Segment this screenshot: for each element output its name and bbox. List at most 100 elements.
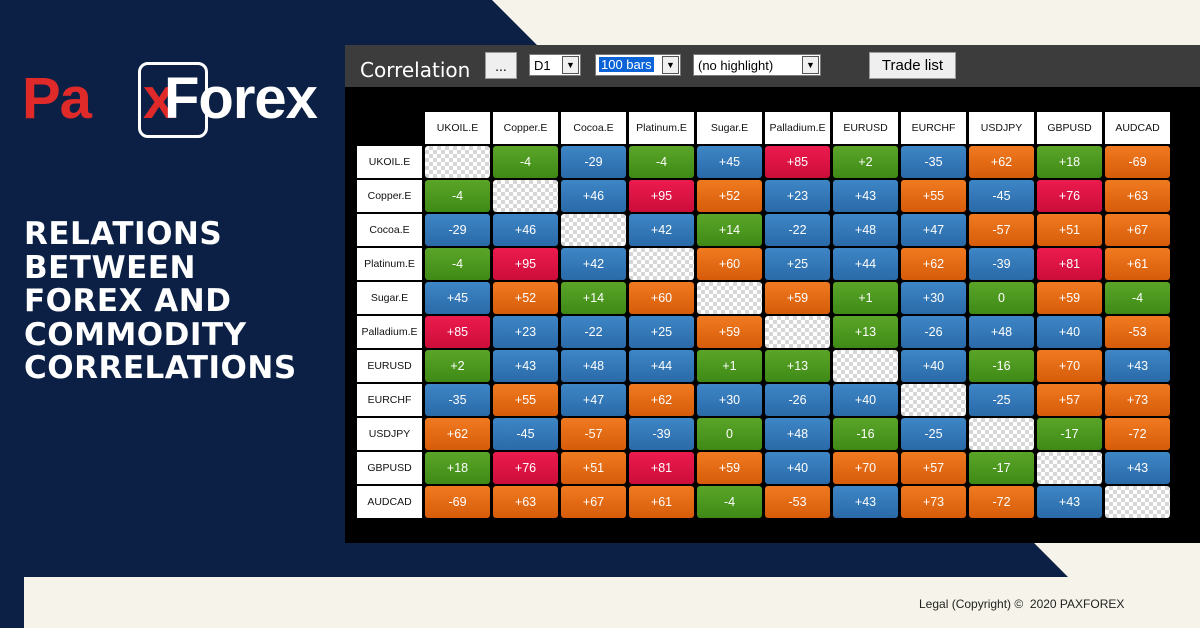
correlation-cell[interactable]: +76 <box>493 452 558 484</box>
diagonal-cell[interactable] <box>561 214 626 246</box>
correlation-cell[interactable]: +42 <box>629 214 694 246</box>
correlation-cell[interactable]: -53 <box>765 486 830 518</box>
correlation-cell[interactable]: -45 <box>969 180 1034 212</box>
correlation-cell[interactable]: +40 <box>1037 316 1102 348</box>
correlation-cell[interactable]: +51 <box>1037 214 1102 246</box>
correlation-cell[interactable]: +70 <box>833 452 898 484</box>
correlation-cell[interactable]: -26 <box>765 384 830 416</box>
correlation-cell[interactable]: +95 <box>629 180 694 212</box>
diagonal-cell[interactable] <box>425 146 490 178</box>
correlation-cell[interactable]: +14 <box>697 214 762 246</box>
column-header[interactable]: Sugar.E <box>697 112 762 144</box>
correlation-cell[interactable]: -17 <box>1037 418 1102 450</box>
correlation-cell[interactable]: +63 <box>493 486 558 518</box>
row-header[interactable]: Copper.E <box>357 180 422 212</box>
row-header[interactable]: Platinum.E <box>357 248 422 280</box>
correlation-cell[interactable]: +55 <box>493 384 558 416</box>
correlation-cell[interactable]: +59 <box>697 316 762 348</box>
correlation-cell[interactable]: +43 <box>833 486 898 518</box>
row-header[interactable]: GBPUSD <box>357 452 422 484</box>
correlation-cell[interactable]: +59 <box>765 282 830 314</box>
correlation-cell[interactable]: +52 <box>697 180 762 212</box>
correlation-cell[interactable]: +40 <box>901 350 966 382</box>
correlation-cell[interactable]: -72 <box>1105 418 1170 450</box>
correlation-cell[interactable]: -22 <box>765 214 830 246</box>
correlation-cell[interactable]: +70 <box>1037 350 1102 382</box>
correlation-cell[interactable]: +44 <box>833 248 898 280</box>
correlation-cell[interactable]: -4 <box>425 248 490 280</box>
correlation-cell[interactable]: +13 <box>765 350 830 382</box>
correlation-cell[interactable]: +67 <box>561 486 626 518</box>
correlation-cell[interactable]: +18 <box>1037 146 1102 178</box>
row-header[interactable]: USDJPY <box>357 418 422 450</box>
correlation-cell[interactable]: +73 <box>901 486 966 518</box>
diagonal-cell[interactable] <box>765 316 830 348</box>
column-header[interactable]: EURCHF <box>901 112 966 144</box>
correlation-cell[interactable]: +55 <box>901 180 966 212</box>
column-header[interactable]: EURUSD <box>833 112 898 144</box>
correlation-cell[interactable]: +14 <box>561 282 626 314</box>
correlation-cell[interactable]: +18 <box>425 452 490 484</box>
correlation-cell[interactable]: -39 <box>969 248 1034 280</box>
correlation-cell[interactable]: -45 <box>493 418 558 450</box>
correlation-cell[interactable]: -69 <box>425 486 490 518</box>
correlation-cell[interactable]: +59 <box>1037 282 1102 314</box>
row-header[interactable]: EURCHF <box>357 384 422 416</box>
diagonal-cell[interactable] <box>969 418 1034 450</box>
correlation-cell[interactable]: -17 <box>969 452 1034 484</box>
correlation-cell[interactable]: +30 <box>901 282 966 314</box>
correlation-cell[interactable]: -4 <box>425 180 490 212</box>
correlation-cell[interactable]: +43 <box>1105 452 1170 484</box>
column-header[interactable]: AUDCAD <box>1105 112 1170 144</box>
correlation-cell[interactable]: +85 <box>425 316 490 348</box>
diagonal-cell[interactable] <box>697 282 762 314</box>
correlation-cell[interactable]: +25 <box>765 248 830 280</box>
diagonal-cell[interactable] <box>493 180 558 212</box>
row-header[interactable]: Cocoa.E <box>357 214 422 246</box>
correlation-cell[interactable]: +42 <box>561 248 626 280</box>
correlation-cell[interactable]: -16 <box>833 418 898 450</box>
correlation-cell[interactable]: +13 <box>833 316 898 348</box>
correlation-cell[interactable]: +40 <box>765 452 830 484</box>
diagonal-cell[interactable] <box>833 350 898 382</box>
correlation-cell[interactable]: +1 <box>697 350 762 382</box>
correlation-cell[interactable]: +43 <box>833 180 898 212</box>
correlation-cell[interactable]: -4 <box>697 486 762 518</box>
correlation-cell[interactable]: +23 <box>493 316 558 348</box>
correlation-cell[interactable]: +81 <box>629 452 694 484</box>
correlation-cell[interactable]: +40 <box>833 384 898 416</box>
correlation-cell[interactable]: +62 <box>425 418 490 450</box>
correlation-cell[interactable]: -16 <box>969 350 1034 382</box>
correlation-cell[interactable]: +47 <box>901 214 966 246</box>
correlation-cell[interactable]: +43 <box>1037 486 1102 518</box>
correlation-cell[interactable]: +43 <box>1105 350 1170 382</box>
correlation-cell[interactable]: +48 <box>561 350 626 382</box>
correlation-cell[interactable]: +60 <box>697 248 762 280</box>
correlation-cell[interactable]: -35 <box>901 146 966 178</box>
column-header[interactable]: Palladium.E <box>765 112 830 144</box>
correlation-cell[interactable]: +60 <box>629 282 694 314</box>
diagonal-cell[interactable] <box>901 384 966 416</box>
correlation-cell[interactable]: -29 <box>561 146 626 178</box>
correlation-cell[interactable]: +61 <box>629 486 694 518</box>
diagonal-cell[interactable] <box>1105 486 1170 518</box>
correlation-cell[interactable]: +81 <box>1037 248 1102 280</box>
row-header[interactable]: Sugar.E <box>357 282 422 314</box>
correlation-cell[interactable]: +76 <box>1037 180 1102 212</box>
correlation-cell[interactable]: -4 <box>493 146 558 178</box>
column-header[interactable]: Copper.E <box>493 112 558 144</box>
correlation-cell[interactable]: +85 <box>765 146 830 178</box>
highlight-select[interactable]: (no highlight) ▼ <box>693 54 821 76</box>
correlation-cell[interactable]: +44 <box>629 350 694 382</box>
row-header[interactable]: Palladium.E <box>357 316 422 348</box>
diagonal-cell[interactable] <box>629 248 694 280</box>
correlation-cell[interactable]: 0 <box>969 282 1034 314</box>
correlation-cell[interactable]: +2 <box>833 146 898 178</box>
column-header[interactable]: UKOIL.E <box>425 112 490 144</box>
column-header[interactable]: GBPUSD <box>1037 112 1102 144</box>
bars-select[interactable]: 100 bars ▼ <box>595 54 681 76</box>
row-header[interactable]: EURUSD <box>357 350 422 382</box>
correlation-cell[interactable]: -69 <box>1105 146 1170 178</box>
correlation-cell[interactable]: -35 <box>425 384 490 416</box>
correlation-cell[interactable]: +2 <box>425 350 490 382</box>
